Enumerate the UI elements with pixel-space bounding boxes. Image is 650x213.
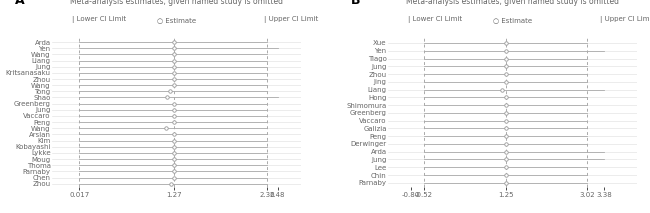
Text: ○ Estimate: ○ Estimate (157, 17, 196, 23)
Text: A: A (15, 0, 24, 7)
Text: | Lower CI Limit: | Lower CI Limit (72, 16, 126, 23)
Text: | Upper CI Limit: | Upper CI Limit (600, 16, 650, 23)
Text: ○ Estimate: ○ Estimate (493, 17, 532, 23)
Text: Meta-analysis estimates, given named study is omitted: Meta-analysis estimates, given named stu… (70, 0, 283, 6)
Text: B: B (351, 0, 360, 7)
Text: Meta-analysis estimates, given named study is omitted: Meta-analysis estimates, given named stu… (406, 0, 619, 6)
Text: | Upper CI Limit: | Upper CI Limit (264, 16, 318, 23)
Text: | Lower CI Limit: | Lower CI Limit (408, 16, 462, 23)
